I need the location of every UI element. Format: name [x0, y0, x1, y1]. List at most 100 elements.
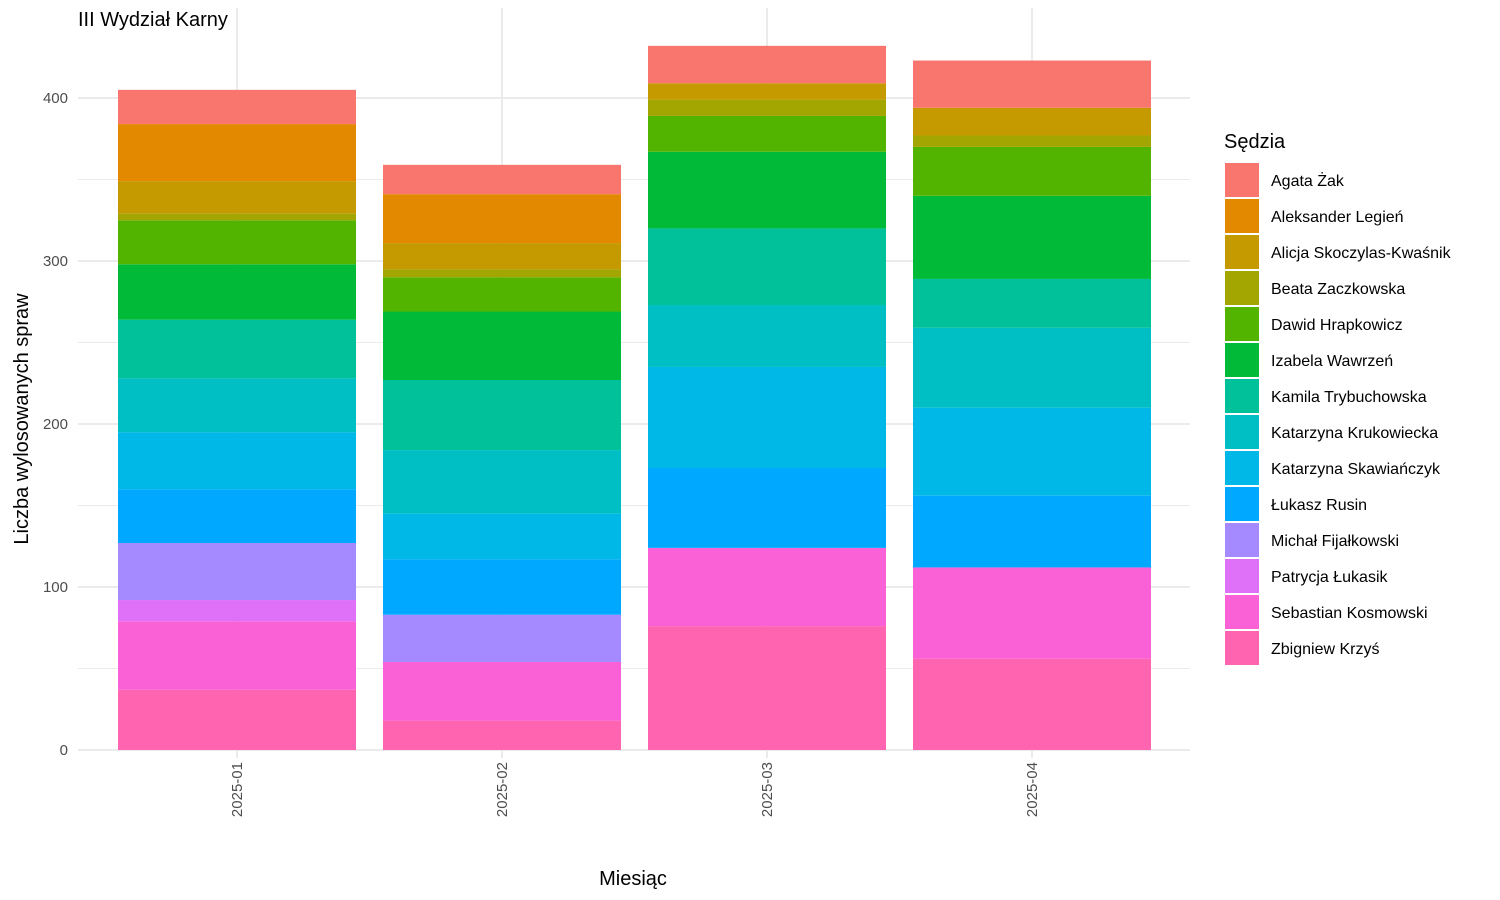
bar-segment	[118, 220, 356, 265]
legend-label: Katarzyna Skawiańczyk	[1271, 461, 1441, 478]
x-tick-label: 2025-01	[229, 762, 246, 817]
legend-label: Michał Fijałkowski	[1271, 533, 1399, 550]
legend-swatch	[1225, 595, 1259, 629]
bar-segment	[118, 89, 356, 125]
y-tick-label: 200	[43, 416, 68, 433]
legend-label: Zbigniew Krzyś	[1271, 641, 1379, 658]
legend-swatch	[1225, 163, 1259, 197]
legend-label: Agata Żak	[1271, 171, 1345, 190]
legend-swatch	[1225, 343, 1259, 377]
bar-segment	[913, 327, 1151, 408]
bar-segment	[648, 366, 886, 469]
legend-label: Aleksander Legień	[1271, 209, 1404, 226]
legend-title: Sędzia	[1224, 131, 1286, 153]
x-tick-label: 2025-02	[494, 762, 511, 817]
legend-swatch	[1225, 271, 1259, 305]
bar-segment	[383, 559, 621, 615]
bar-segment	[648, 83, 886, 100]
legend-item: Sebastian Kosmowski	[1225, 595, 1428, 629]
legend-item: Katarzyna Skawiańczyk	[1225, 451, 1441, 485]
legend-item: Alicja Skoczylas-Kwaśnik	[1225, 235, 1452, 269]
bar-segment	[383, 614, 621, 662]
bar-segment	[383, 450, 621, 514]
bars	[118, 45, 1151, 750]
bar-segment	[913, 60, 1151, 108]
bar-segment	[118, 124, 356, 182]
bar-segment	[383, 379, 621, 451]
x-tick-label: 2025-03	[759, 762, 776, 817]
legend-swatch	[1225, 487, 1259, 521]
legend: Agata Żak Aleksander Legień Alicja Skoczyl…	[1225, 163, 1452, 665]
bar-segment	[383, 661, 621, 721]
bar-segment	[913, 407, 1151, 496]
bar-segment	[383, 720, 621, 750]
bar-segment	[648, 468, 886, 548]
legend-swatch	[1225, 415, 1259, 449]
legend-swatch	[1225, 523, 1259, 557]
bar-segment	[913, 495, 1151, 568]
x-axis-title: Miesiąc	[599, 868, 667, 890]
legend-swatch	[1225, 235, 1259, 269]
bar-segment	[648, 99, 886, 116]
bar-segment	[648, 305, 886, 367]
bar-segment	[118, 542, 356, 601]
bar-segment	[383, 269, 621, 278]
bar-segment	[648, 115, 886, 152]
legend-swatch	[1225, 631, 1259, 665]
y-axis-ticks: 0 100 200 300 400	[43, 90, 68, 759]
bar-segment	[648, 626, 886, 750]
bar-segment	[118, 689, 356, 750]
bar-segment	[913, 278, 1151, 328]
y-tick-label: 0	[60, 742, 68, 759]
legend-label: Patrycja Łukasik	[1271, 569, 1388, 586]
legend-item: Aleksander Legień	[1225, 199, 1404, 233]
legend-item: Dawid Hrapkowicz	[1225, 307, 1403, 341]
legend-label: Izabela Wawrzeń	[1271, 353, 1393, 370]
bar-segment	[383, 194, 621, 244]
bar-segment	[913, 146, 1151, 196]
legend-swatch	[1225, 379, 1259, 413]
legend-label: Alicja Skoczylas-Kwaśnik	[1271, 245, 1452, 262]
bar-segment	[913, 567, 1151, 659]
legend-item: Kamila Trybuchowska	[1225, 379, 1427, 413]
bar-segment	[913, 135, 1151, 147]
bar-segment	[383, 243, 621, 270]
legend-swatch	[1225, 559, 1259, 593]
bar-segment	[118, 264, 356, 320]
bar-segment	[383, 311, 621, 380]
x-axis-ticks: 2025-01 2025-02 2025-03 2025-04	[229, 762, 1041, 817]
bar-segment	[118, 319, 356, 379]
y-tick-label: 100	[43, 579, 68, 596]
bar-segment	[648, 228, 886, 306]
legend-item: Patrycja Łukasik	[1225, 559, 1388, 593]
bar-segment	[118, 378, 356, 433]
bar-segment	[383, 164, 621, 195]
legend-item: Izabela Wawrzeń	[1225, 343, 1393, 377]
legend-swatch	[1225, 451, 1259, 485]
bar-segment	[118, 621, 356, 690]
bar-segment	[648, 45, 886, 84]
bar-segment	[383, 513, 621, 560]
chart-title: III Wydział Karny	[78, 9, 228, 31]
legend-item: Michał Fijałkowski	[1225, 523, 1399, 557]
legend-label: Łukasz Rusin	[1271, 497, 1367, 514]
bar-segment	[648, 547, 886, 627]
bar-segment	[118, 181, 356, 214]
bar-segment	[913, 658, 1151, 750]
bar-segment	[383, 277, 621, 312]
legend-swatch	[1225, 199, 1259, 233]
legend-item: Zbigniew Krzyś	[1225, 631, 1379, 665]
legend-label: Katarzyna Krukowiecka	[1271, 425, 1438, 442]
legend-item: Katarzyna Krukowiecka	[1225, 415, 1438, 449]
legend-label: Beata Zaczkowska	[1271, 281, 1405, 298]
bar-segment	[913, 107, 1151, 136]
y-axis-title: Liczba wylosowanych spraw	[11, 293, 33, 545]
bar-segment	[648, 151, 886, 229]
legend-item: Beata Zaczkowska	[1225, 271, 1405, 305]
bar-segment	[118, 432, 356, 490]
x-tick-label: 2025-04	[1024, 762, 1041, 817]
legend-item: Agata Żak	[1225, 163, 1345, 197]
bar-segment	[118, 213, 356, 221]
